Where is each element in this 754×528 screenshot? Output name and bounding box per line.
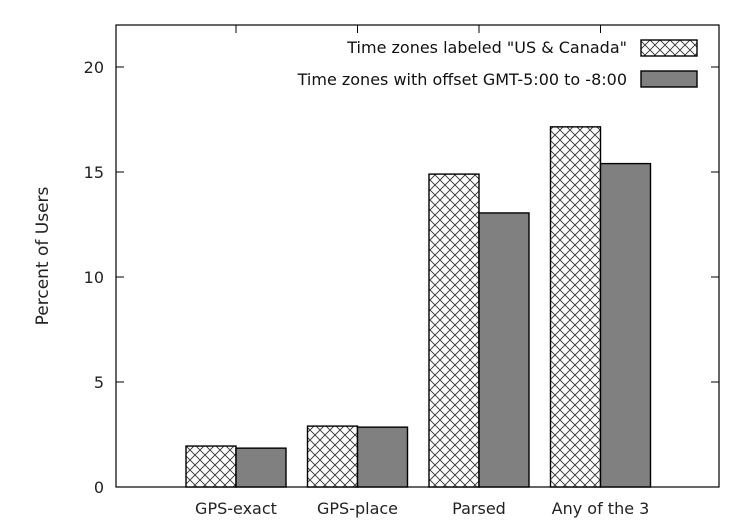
legend-swatch-series-2: [640, 70, 698, 88]
x-tick-label-3: Any of the 3: [552, 499, 650, 518]
x-tick-label-2: Parsed: [452, 499, 506, 518]
bar-series-1-1: [306, 425, 359, 488]
y-tick-label-1: 5: [94, 373, 104, 392]
y-axis-title: Percent of Users: [33, 186, 53, 325]
legend-swatch-series-1: [640, 39, 698, 57]
x-tick-label-1: GPS-place: [317, 499, 398, 518]
y-tick-label-2: 10: [84, 268, 104, 287]
bar-series-1-2: [428, 173, 480, 488]
bar-series-1-0: [185, 445, 237, 488]
bar-series-2-2: [478, 212, 530, 488]
legend-label-series-1: Time zones labeled "US & Canada": [346, 38, 627, 57]
bar-series-2-0: [235, 447, 287, 488]
y-tick-label-4: 20: [84, 58, 104, 77]
plot-area: [115, 24, 720, 488]
bar-series-2-1: [356, 426, 409, 488]
y-tick-label-0: 0: [94, 478, 104, 497]
legend-label-series-2: Time zones with offset GMT-5:00 to -8:00: [297, 70, 627, 89]
bar-series-1-3: [549, 126, 602, 488]
bar-series-2-3: [599, 162, 652, 488]
y-tick-label-3: 15: [84, 163, 104, 182]
x-tick-label-0: GPS-exact: [195, 499, 277, 518]
legend: Time zones labeled "US & Canada" Time zo…: [297, 38, 698, 89]
